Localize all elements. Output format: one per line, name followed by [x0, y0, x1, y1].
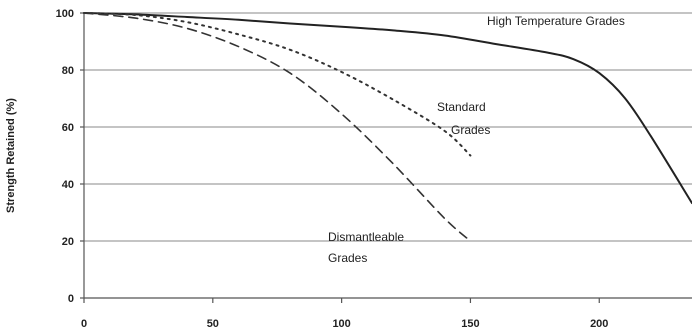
y-axis-title: Strength Retained (%) [5, 98, 17, 213]
x-tick-label: 150 [461, 318, 479, 330]
axes [83, 13, 692, 299]
y-tick-label: 0 [68, 293, 74, 305]
y-tick-label: 100 [56, 8, 74, 20]
series-line-standard [83, 12, 472, 157]
y-tick-label: 20 [62, 236, 74, 248]
x-tick-label: 100 [332, 318, 350, 330]
y-tick-label: 80 [62, 65, 74, 77]
series-lines [83, 12, 692, 242]
series-line-high [83, 12, 692, 205]
annotation-dismantleable-line-1: Dismantleable [328, 230, 404, 244]
series-line-dismantleable [83, 12, 472, 242]
annotation-standard-line-2: Grades [451, 123, 490, 137]
annotations: High Temperature Grades Standard Grades Dis… [328, 14, 625, 265]
gridlines [84, 12, 692, 242]
annotation-standard-line-1: Standard [437, 100, 486, 114]
y-tick-label: 60 [62, 122, 74, 134]
x-tick-label: 0 [81, 318, 87, 330]
x-tick-label: 50 [207, 318, 219, 330]
annotation-high-line-1: High Temperature Grades [487, 14, 625, 28]
annotation-dismantleable-line-2: Grades [328, 251, 367, 265]
tick-labels: 0 20 40 60 80 100 0 50 100 150 200 [56, 8, 609, 330]
y-tick-label: 40 [62, 179, 74, 191]
x-tick-label: 200 [590, 318, 608, 330]
